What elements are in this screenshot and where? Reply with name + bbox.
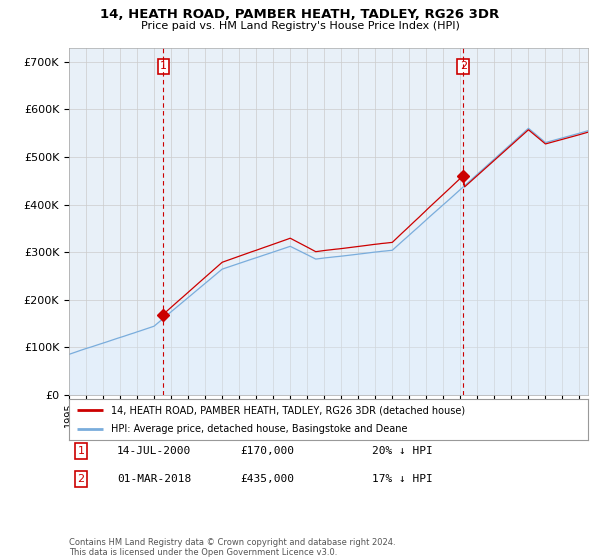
- Text: Contains HM Land Registry data © Crown copyright and database right 2024.
This d: Contains HM Land Registry data © Crown c…: [69, 538, 395, 557]
- Text: 01-MAR-2018: 01-MAR-2018: [117, 474, 191, 484]
- Text: Price paid vs. HM Land Registry's House Price Index (HPI): Price paid vs. HM Land Registry's House …: [140, 21, 460, 31]
- Text: 20% ↓ HPI: 20% ↓ HPI: [372, 446, 433, 456]
- Text: HPI: Average price, detached house, Basingstoke and Deane: HPI: Average price, detached house, Basi…: [110, 424, 407, 433]
- Text: 14, HEATH ROAD, PAMBER HEATH, TADLEY, RG26 3DR (detached house): 14, HEATH ROAD, PAMBER HEATH, TADLEY, RG…: [110, 405, 464, 415]
- Text: 17% ↓ HPI: 17% ↓ HPI: [372, 474, 433, 484]
- Text: 14, HEATH ROAD, PAMBER HEATH, TADLEY, RG26 3DR: 14, HEATH ROAD, PAMBER HEATH, TADLEY, RG…: [100, 8, 500, 21]
- Text: £170,000: £170,000: [240, 446, 294, 456]
- Text: £435,000: £435,000: [240, 474, 294, 484]
- Text: 14-JUL-2000: 14-JUL-2000: [117, 446, 191, 456]
- Text: 1: 1: [160, 62, 167, 72]
- Text: 2: 2: [77, 474, 85, 484]
- Text: 1: 1: [77, 446, 85, 456]
- Text: 2: 2: [460, 62, 467, 72]
